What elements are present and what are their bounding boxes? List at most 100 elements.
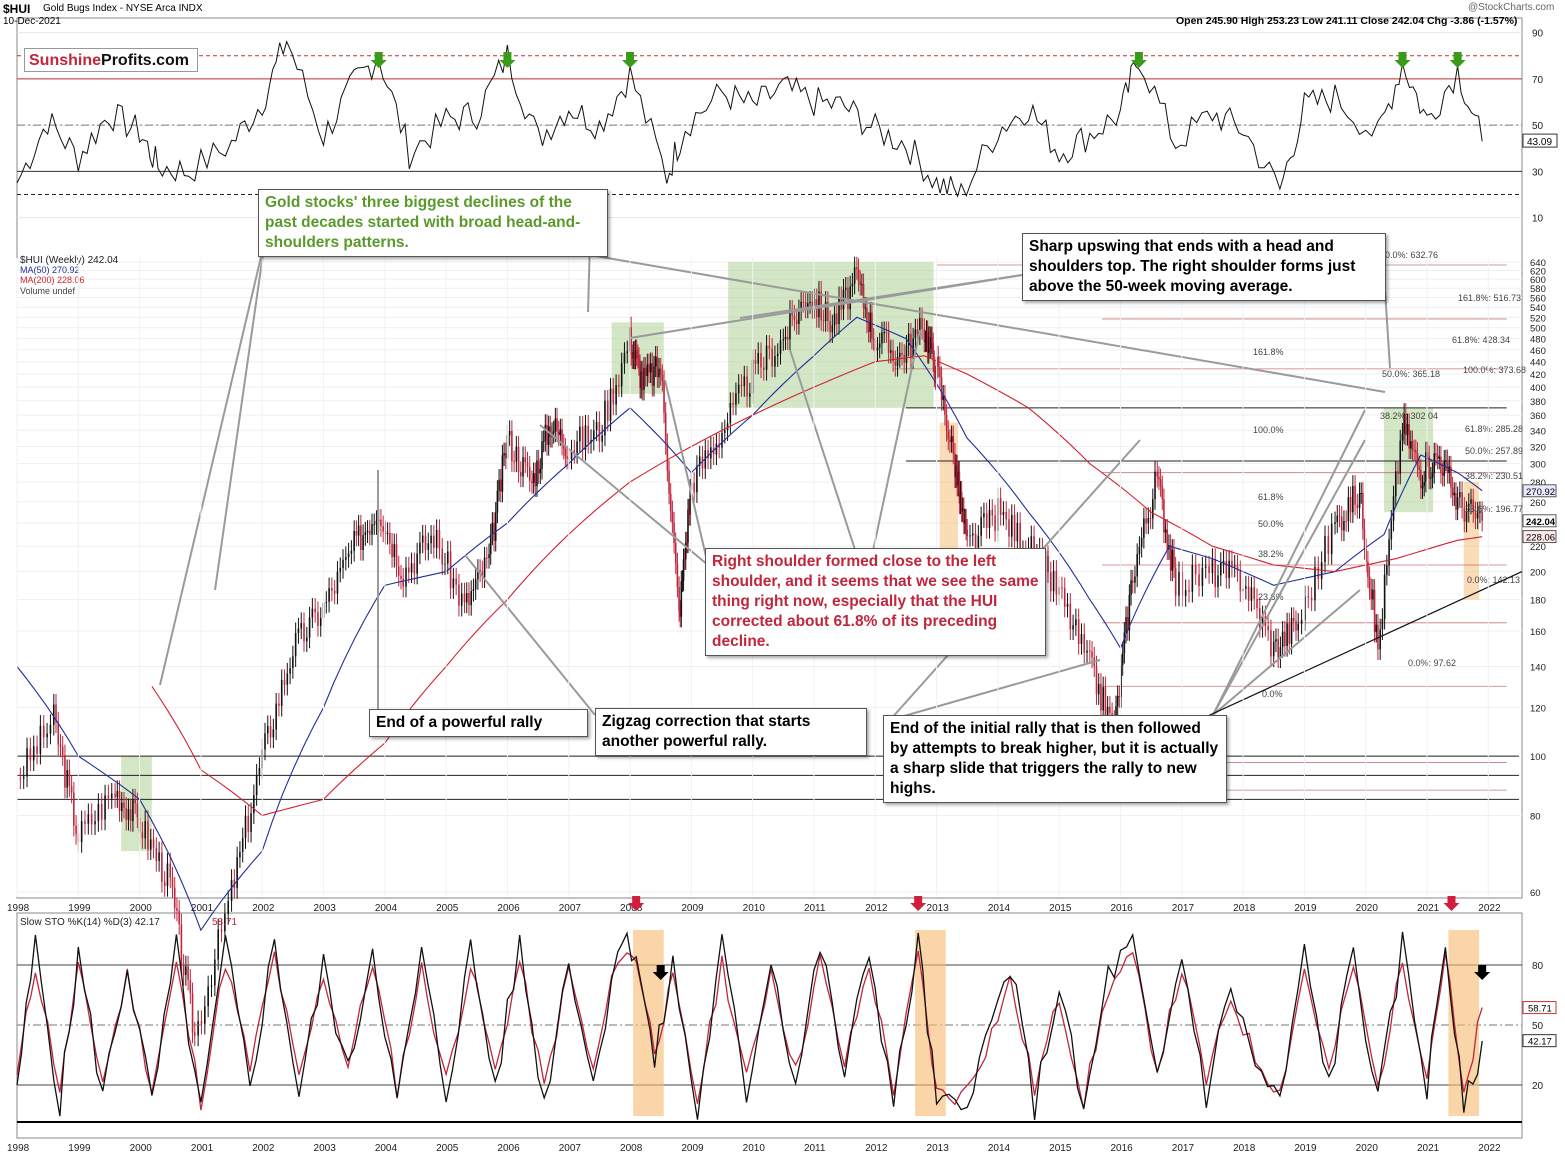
price-candle — [669, 493, 672, 512]
price-legend-entry: MA(50) 270.92 — [20, 265, 80, 275]
price-candle — [896, 357, 899, 366]
price-candle — [1413, 450, 1415, 452]
price-candle — [559, 429, 562, 436]
price-candle — [1077, 619, 1080, 645]
sto-year-tick-label: 2000 — [130, 1143, 153, 1154]
price-candle — [1420, 469, 1422, 489]
price-candle — [97, 803, 100, 822]
price-candle — [678, 586, 680, 611]
price-candle — [1066, 603, 1069, 607]
price-candle — [1362, 492, 1364, 530]
callout-zigzag: Zigzag correction that starts another po… — [595, 708, 867, 756]
price-candle — [541, 441, 543, 469]
year-tick-label: 2002 — [252, 903, 275, 914]
price-candle — [297, 628, 300, 634]
price-last-label: 242.04 — [1526, 517, 1556, 528]
price-candle — [280, 680, 283, 706]
price-candle — [61, 746, 64, 756]
price-candle — [419, 542, 421, 554]
price-candle — [949, 439, 951, 443]
price-candle — [960, 491, 963, 512]
price-candle — [1134, 576, 1136, 583]
price-candle — [1433, 453, 1436, 473]
price-candle — [646, 364, 649, 376]
price-candle — [182, 964, 185, 976]
price-tick-label: 460 — [1530, 346, 1546, 357]
price-candle — [1405, 413, 1407, 435]
price-candle — [125, 807, 128, 820]
price-candle — [123, 802, 125, 808]
price-candle — [957, 471, 960, 486]
price-candle — [1310, 597, 1313, 601]
price-candle — [413, 563, 416, 574]
price-tick-label: 120 — [1530, 704, 1546, 715]
year-tick-label: 1999 — [68, 903, 91, 914]
price-candle — [1002, 511, 1005, 515]
price-candle — [1347, 497, 1350, 522]
price-candle — [494, 512, 497, 541]
price-candle — [626, 351, 629, 353]
price-candle — [1388, 539, 1390, 566]
sto-year-tick-label: 2018 — [1233, 1143, 1256, 1154]
price-candle — [1435, 453, 1437, 456]
price-candle — [1281, 631, 1284, 648]
fib-label: 61.8%: 428.34 — [1452, 335, 1510, 345]
year-tick-label: 2011 — [804, 903, 826, 914]
price-tick-label: 220 — [1530, 542, 1546, 553]
price-candle — [774, 356, 776, 367]
symbol: $HUI — [3, 2, 31, 16]
price-candle — [144, 821, 146, 839]
price-candle — [515, 446, 518, 462]
price-candle — [856, 267, 858, 270]
callout-initial-rally: End of the initial rally that is then fo… — [883, 715, 1227, 803]
sto-tick-label: 20 — [1532, 1081, 1544, 1092]
sto-sell-arrow — [1443, 896, 1460, 911]
rsi-tick-label: 10 — [1532, 214, 1544, 225]
price-tick-label: 420 — [1530, 370, 1546, 381]
price-candle — [382, 526, 384, 532]
price-candle — [107, 795, 110, 799]
price-candle — [640, 371, 642, 388]
rsi-peak-arrow — [1130, 52, 1147, 68]
price-candle — [1448, 466, 1451, 474]
price-candle — [1401, 433, 1404, 441]
price-candle — [988, 509, 991, 528]
fib-label: 0.0%: 142.13 — [1467, 575, 1520, 585]
price-candle — [149, 839, 152, 850]
price-candle — [864, 307, 867, 309]
price-candle — [386, 532, 389, 534]
price-candle — [227, 901, 230, 914]
price-candle — [547, 426, 550, 446]
price-candle — [1201, 567, 1204, 586]
price-last-label: 270.92 — [1526, 487, 1555, 498]
price-candle — [1295, 621, 1297, 631]
rsi-line — [16, 40, 1483, 198]
price-candle — [584, 425, 587, 451]
price-candle — [75, 825, 77, 835]
price-candle — [1443, 460, 1446, 476]
price-candle — [1446, 460, 1449, 474]
price-candle — [743, 376, 746, 387]
price-candle — [244, 815, 247, 839]
price-candle — [452, 578, 455, 589]
year-tick-label: 2013 — [927, 903, 950, 914]
fib-label: 61.8%: 285.28 — [1465, 424, 1523, 434]
price-tick-label: 500 — [1530, 324, 1546, 335]
price-candle — [658, 368, 660, 378]
price-candle — [241, 838, 244, 852]
price-candle — [503, 453, 505, 456]
price-candle — [963, 508, 965, 524]
price-candle — [824, 301, 827, 322]
price-candle — [942, 395, 945, 400]
price-candle — [1290, 617, 1293, 644]
price-candle — [593, 430, 595, 440]
price-candle — [1481, 511, 1483, 521]
price-candle — [269, 726, 272, 738]
price-candle — [656, 356, 659, 378]
price-candle — [1118, 696, 1121, 698]
price-candle — [493, 522, 495, 541]
price-tick-label: 360 — [1530, 411, 1546, 422]
price-candle — [520, 472, 522, 477]
sto-black-arrow — [652, 965, 669, 980]
price-candle — [581, 426, 584, 451]
